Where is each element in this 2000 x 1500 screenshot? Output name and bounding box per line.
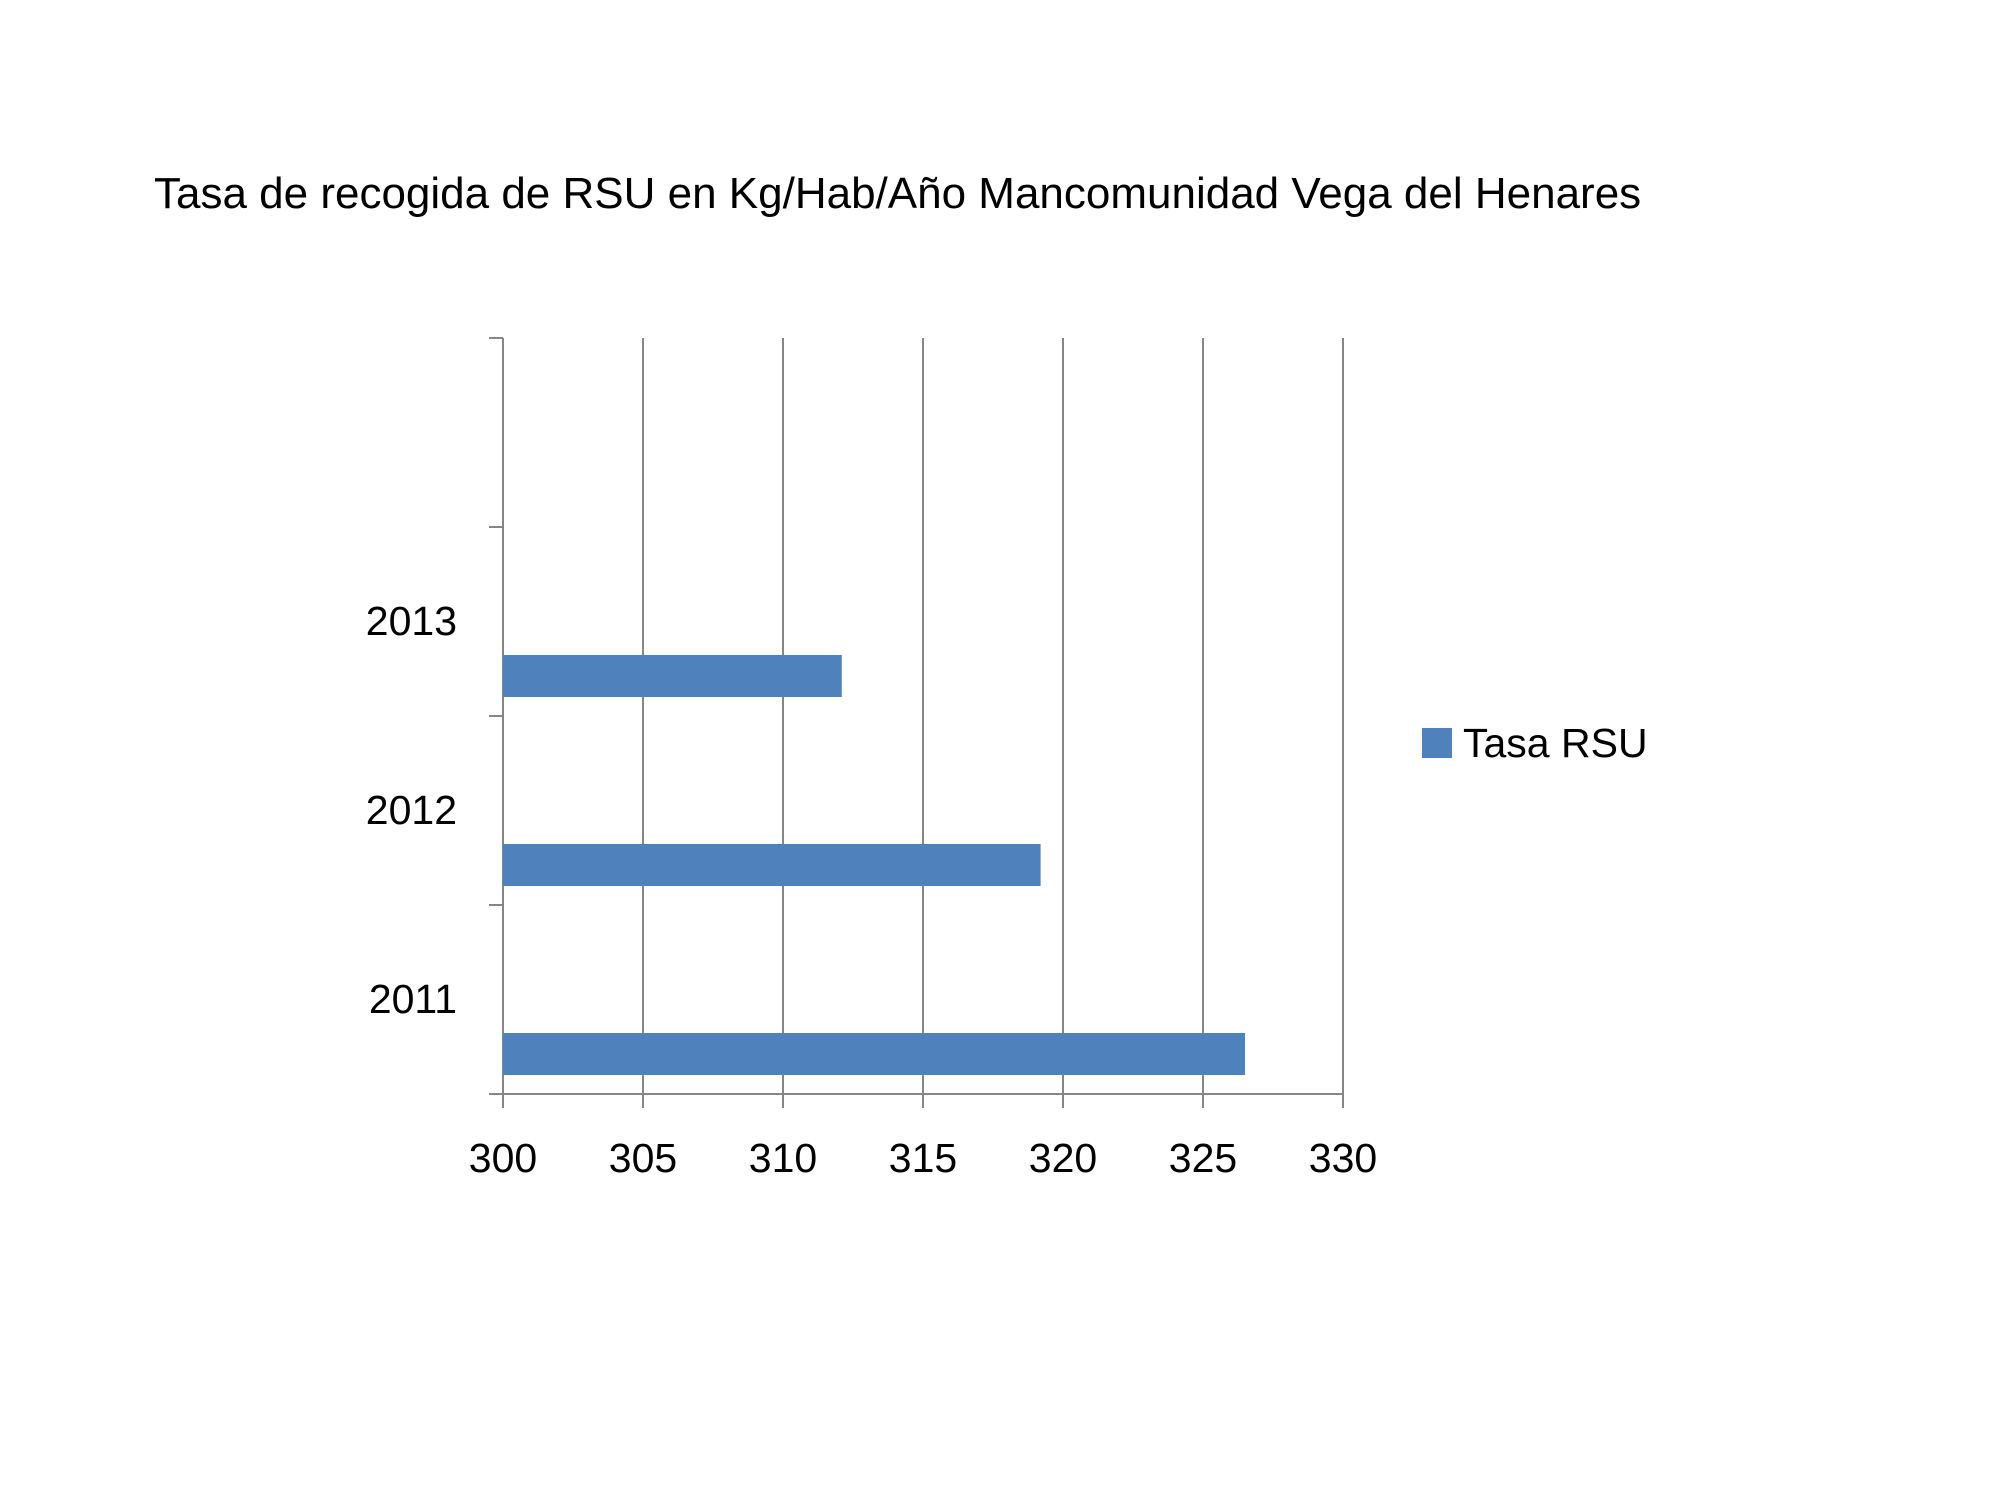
y-tick-label-2012: 2012 xyxy=(366,787,457,833)
y-tick-label-2013: 2013 xyxy=(366,598,457,644)
legend-swatch xyxy=(1422,728,1452,758)
legend-label: Tasa RSU xyxy=(1463,720,1648,766)
grid-lines xyxy=(642,338,1344,1094)
x-tick-label-300: 300 xyxy=(469,1135,537,1181)
x-tick-label-320: 320 xyxy=(1029,1135,1097,1181)
legend: Tasa RSU xyxy=(1422,720,1648,766)
y-tick-label-2011: 2011 xyxy=(369,976,457,1022)
chart-title: Tasa de recogida de RSU en Kg/Hab/Año Ma… xyxy=(154,169,1642,218)
x-tick-label-310: 310 xyxy=(749,1135,817,1181)
bar-2011 xyxy=(503,1033,1245,1075)
x-tick-label-305: 305 xyxy=(609,1135,677,1181)
tick-labels: 300 305 310 315 320 325 330 2011 2012 2013 xyxy=(366,598,1377,1181)
axes xyxy=(489,337,1344,1108)
bar-2012 xyxy=(503,844,1041,886)
x-tick-label-315: 315 xyxy=(889,1135,957,1181)
x-tick-label-325: 325 xyxy=(1169,1135,1237,1181)
bar-2013 xyxy=(503,655,842,697)
x-tick-label-330: 330 xyxy=(1309,1135,1377,1181)
bars xyxy=(503,655,1245,1075)
